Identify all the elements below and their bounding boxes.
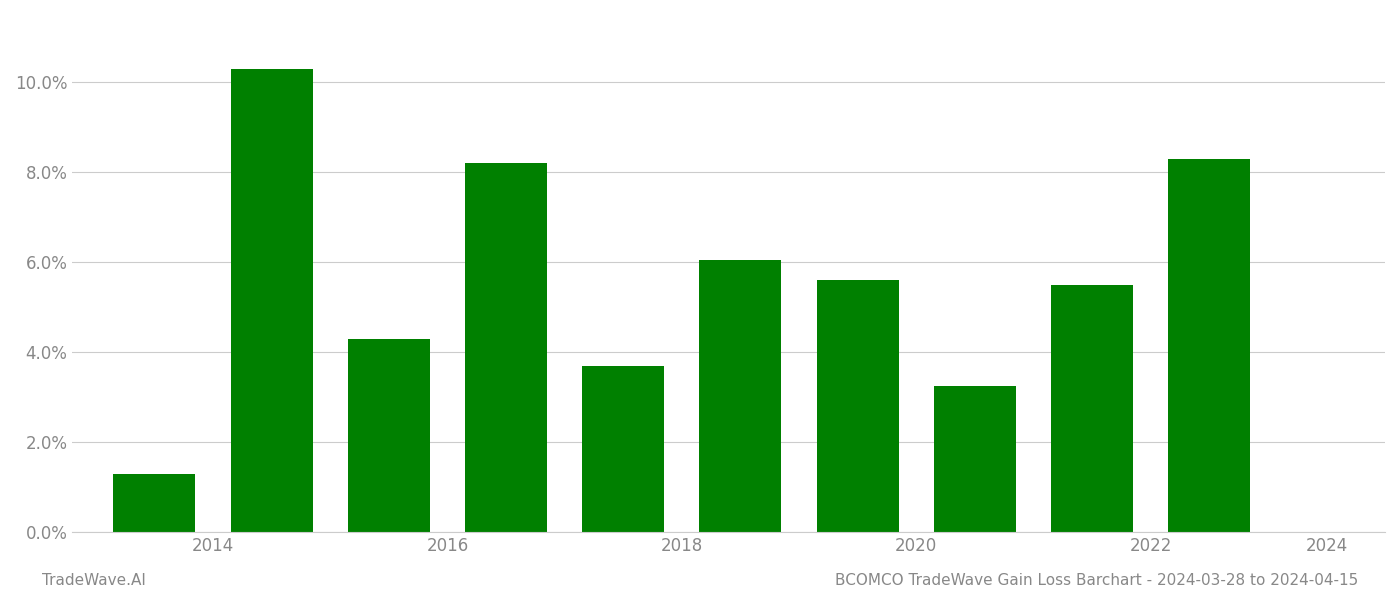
Bar [113, 473, 196, 532]
Bar [465, 163, 547, 532]
Bar [1168, 159, 1250, 532]
Bar [816, 280, 899, 532]
Text: BCOMCO TradeWave Gain Loss Barchart - 2024-03-28 to 2024-04-15: BCOMCO TradeWave Gain Loss Barchart - 20… [834, 573, 1358, 588]
Bar [700, 260, 781, 532]
Bar [582, 366, 664, 532]
Bar [1051, 285, 1133, 532]
Bar [231, 69, 312, 532]
Bar [347, 339, 430, 532]
Text: TradeWave.AI: TradeWave.AI [42, 573, 146, 588]
Bar [934, 386, 1016, 532]
